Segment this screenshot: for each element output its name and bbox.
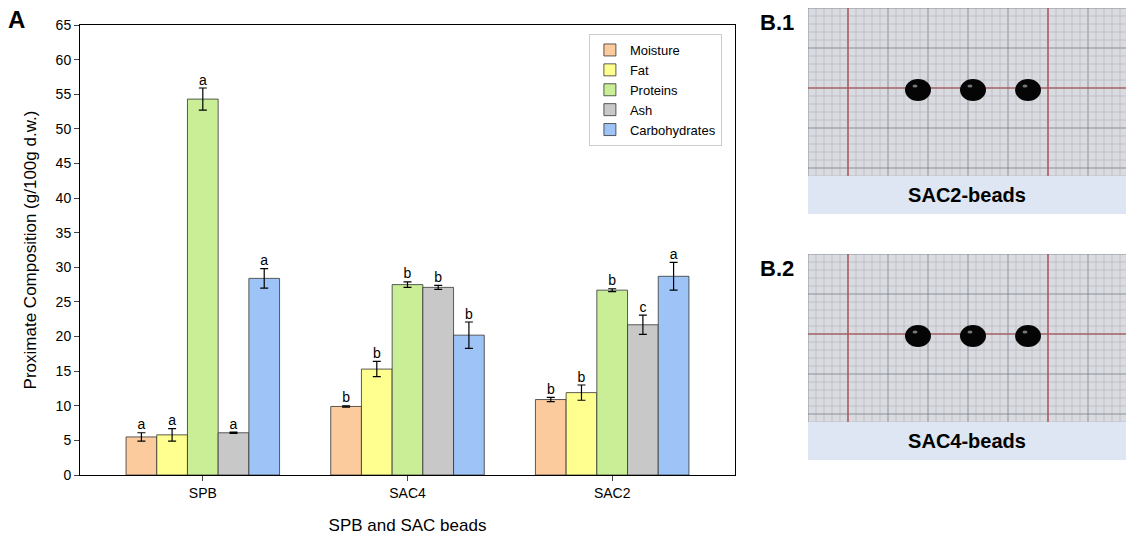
svg-text:a: a xyxy=(199,72,207,88)
svg-text:65: 65 xyxy=(56,17,72,33)
svg-text:45: 45 xyxy=(56,155,72,171)
svg-text:Proximate Composition (g/100g: Proximate Composition (g/100g d.w.) xyxy=(21,111,40,390)
svg-text:c: c xyxy=(639,299,646,315)
svg-text:0: 0 xyxy=(63,467,71,483)
svg-text:b: b xyxy=(404,265,412,281)
svg-text:B.1: B.1 xyxy=(760,10,794,35)
svg-text:5: 5 xyxy=(63,432,71,448)
svg-text:b: b xyxy=(342,389,350,405)
svg-text:55: 55 xyxy=(56,86,72,102)
svg-text:40: 40 xyxy=(56,190,72,206)
svg-text:30: 30 xyxy=(56,259,72,275)
svg-text:SAC4-beads: SAC4-beads xyxy=(908,430,1026,452)
svg-text:b: b xyxy=(434,269,442,285)
svg-text:a: a xyxy=(260,252,268,268)
svg-text:25: 25 xyxy=(56,294,72,310)
svg-text:Carbohydrates: Carbohydrates xyxy=(630,123,716,138)
svg-text:a: a xyxy=(670,246,678,262)
svg-text:b: b xyxy=(547,381,555,397)
svg-text:b: b xyxy=(373,345,381,361)
svg-text:SAC4: SAC4 xyxy=(389,485,426,501)
svg-text:B.2: B.2 xyxy=(760,256,794,281)
svg-text:SAC2: SAC2 xyxy=(594,485,631,501)
svg-text:Fat: Fat xyxy=(630,63,649,78)
svg-text:a: a xyxy=(230,416,238,432)
svg-text:60: 60 xyxy=(56,52,72,68)
svg-text:35: 35 xyxy=(56,225,72,241)
svg-text:a: a xyxy=(138,416,146,432)
svg-text:b: b xyxy=(578,369,586,385)
svg-text:10: 10 xyxy=(56,398,72,414)
svg-text:SAC2-beads: SAC2-beads xyxy=(908,184,1026,206)
svg-text:Ash: Ash xyxy=(630,103,652,118)
html-text:A: A xyxy=(8,6,26,33)
svg-text:Proteins: Proteins xyxy=(630,83,678,98)
svg-text:b: b xyxy=(465,306,473,322)
svg-text:b: b xyxy=(608,272,616,288)
svg-text:20: 20 xyxy=(56,328,72,344)
svg-text:a: a xyxy=(168,412,176,428)
svg-text:Moisture: Moisture xyxy=(630,43,680,58)
svg-text:15: 15 xyxy=(56,363,72,379)
svg-text:SPB and SAC beads: SPB and SAC beads xyxy=(329,516,487,535)
svg-text:SPB: SPB xyxy=(189,485,217,501)
svg-text:50: 50 xyxy=(56,121,72,137)
